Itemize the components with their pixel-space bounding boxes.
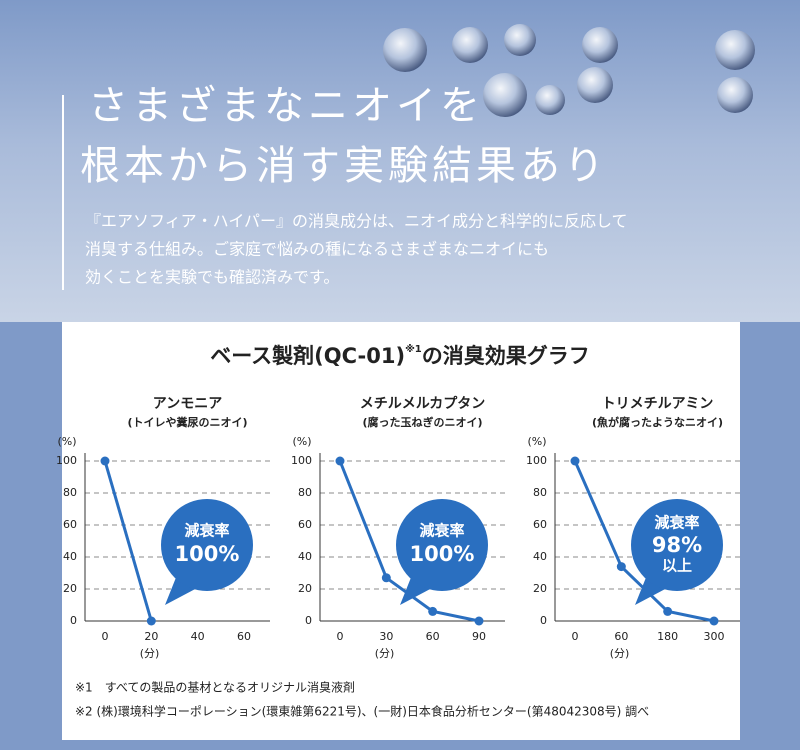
y-tick-label: 60	[298, 518, 312, 531]
y-tick-label: 40	[533, 550, 547, 563]
x-axis-label: (分)	[140, 647, 160, 660]
y-tick-label: 20	[533, 582, 547, 595]
y-tick-label: 80	[298, 486, 312, 499]
header-description: 効くことを実験でも確認済みです。	[85, 268, 339, 287]
x-tick-label: 30	[379, 630, 393, 643]
data-point	[428, 606, 438, 616]
x-axis-label: (分)	[610, 647, 630, 660]
y-tick-label: 20	[63, 582, 77, 595]
data-point	[474, 616, 484, 626]
y-axis-label: (%)	[292, 435, 311, 448]
callout-text: 減衰率	[184, 522, 229, 540]
footnote: ※1 すべての製品の基材となるオリジナル消臭液剤	[75, 680, 355, 695]
y-tick-label: 20	[298, 582, 312, 595]
callout-bubble	[631, 499, 723, 591]
y-tick-label: 0	[70, 614, 77, 627]
y-tick-label: 100	[56, 454, 77, 467]
y-tick-label: 100	[291, 454, 312, 467]
y-tick-label: 0	[540, 614, 547, 627]
y-axis-label: (%)	[57, 435, 76, 448]
x-tick-label: 0	[337, 630, 344, 643]
callout-text: 100%	[175, 542, 240, 566]
x-tick-label: 40	[191, 630, 205, 643]
chart-subtitle: (腐った玉ねぎのニオイ)	[362, 415, 482, 429]
panel-title-rest: の消臭効果グラフ	[422, 344, 590, 368]
accent-line	[62, 95, 64, 290]
y-tick-label: 60	[63, 518, 77, 531]
header-title: さまざまなニオイを	[88, 83, 484, 129]
panel-title: ベース製剤(QC-01)※1の消臭効果グラフ	[210, 343, 590, 368]
x-tick-label: 90	[472, 630, 486, 643]
data-point	[663, 606, 673, 616]
data-point	[709, 616, 719, 626]
x-tick-label: 0	[572, 630, 579, 643]
chart-title: アンモニア	[153, 396, 222, 412]
y-tick-label: 100	[526, 454, 547, 467]
y-tick-label: 80	[63, 486, 77, 499]
x-tick-label: 60	[426, 630, 440, 643]
chart-subtitle: (トイレや糞尿のニオイ)	[127, 415, 247, 429]
x-tick-label: 180	[657, 630, 678, 643]
decor-drops	[383, 24, 755, 117]
y-tick-label: 80	[533, 486, 547, 499]
data-point	[616, 562, 626, 572]
y-axis-label: (%)	[527, 435, 546, 448]
data-point	[335, 456, 345, 466]
callout-text: 以上	[662, 557, 692, 575]
chart-title: メチルメルカプタン	[360, 396, 486, 412]
data-point	[146, 616, 156, 626]
x-axis-label: (分)	[375, 647, 395, 660]
callout-text: 減衰率	[654, 514, 699, 532]
x-tick-label: 60	[614, 630, 628, 643]
header-description: 消臭する仕組み。ご家庭で悩みの種になるさまざまなニオイにも	[85, 240, 549, 259]
x-tick-label: 60	[237, 630, 251, 643]
header-title: 根本から消す実験結果あり	[80, 143, 608, 189]
footnote: ※2 (株)環境科学コーポレーション(環東雑第6221号)、(一財)日本食品分析…	[75, 704, 649, 719]
y-tick-label: 40	[63, 550, 77, 563]
x-tick-label: 300	[704, 630, 725, 643]
panel-title-sup: ※1	[405, 343, 422, 355]
chart-subtitle: (魚が腐ったようなニオイ)	[592, 415, 723, 429]
callout-text: 100%	[410, 542, 475, 566]
y-tick-label: 40	[298, 550, 312, 563]
data-point	[570, 456, 580, 466]
x-tick-label: 0	[102, 630, 109, 643]
callout-text: 減衰率	[419, 522, 464, 540]
chart-title: トリメチルアミン	[602, 396, 714, 412]
y-tick-label: 60	[533, 518, 547, 531]
x-tick-label: 20	[144, 630, 158, 643]
panel-title-main: ベース製剤(QC-01)	[210, 344, 405, 368]
data-line	[103, 460, 153, 622]
data-point	[100, 456, 110, 466]
data-point	[381, 573, 391, 583]
callout-bubble	[396, 499, 488, 591]
callout-text: 98%	[652, 533, 702, 557]
y-tick-label: 0	[305, 614, 312, 627]
callout-bubble	[161, 499, 253, 591]
header-description: 『エアソフィア・ハイパー』の消臭成分は、ニオイ成分と科学的に反応して	[85, 212, 628, 231]
